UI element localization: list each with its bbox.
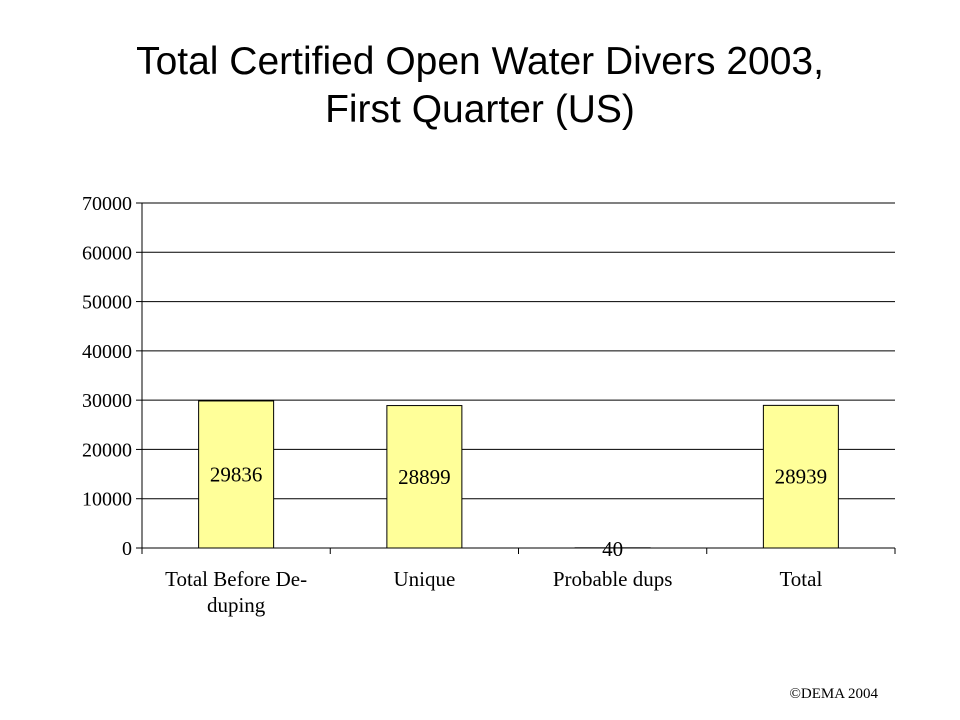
bar-0	[198, 400, 275, 549]
bar-3	[762, 404, 839, 549]
y-tick-label-60000: 60000	[82, 242, 132, 264]
bar-1	[386, 405, 463, 549]
copyright-notice: ©DEMA 2004	[789, 686, 878, 702]
chart-title-line-2: First Quarter (US)	[325, 88, 635, 131]
data-label-1: 28899	[398, 465, 451, 489]
y-tick-label-40000: 40000	[82, 341, 132, 363]
x-category-label-1-line-0: Unique	[393, 567, 455, 591]
y-tick-label-70000: 70000	[82, 193, 132, 215]
data-label-2: 40	[602, 537, 623, 561]
y-tick-label-20000: 20000	[82, 439, 132, 461]
x-category-label-0-line-1: duping	[207, 593, 266, 617]
data-label-0: 29836	[210, 462, 263, 486]
x-category-label-0-line-0: Total Before De-	[165, 567, 307, 591]
y-tick-label-50000: 50000	[82, 292, 132, 314]
y-tick-label-10000: 10000	[82, 489, 132, 511]
y-tick-label-30000: 30000	[82, 390, 132, 412]
x-category-label-2-line-0: Probable dups	[553, 567, 673, 591]
chart-title-line-1: Total Certified Open Water Divers 2003,	[136, 40, 824, 83]
chart-title: Total Certified Open Water Divers 2003, …	[0, 38, 960, 134]
x-category-label-3-line-0: Total	[779, 567, 822, 591]
y-tick-label-0: 0	[122, 538, 132, 560]
data-label-3: 28939	[775, 465, 828, 489]
